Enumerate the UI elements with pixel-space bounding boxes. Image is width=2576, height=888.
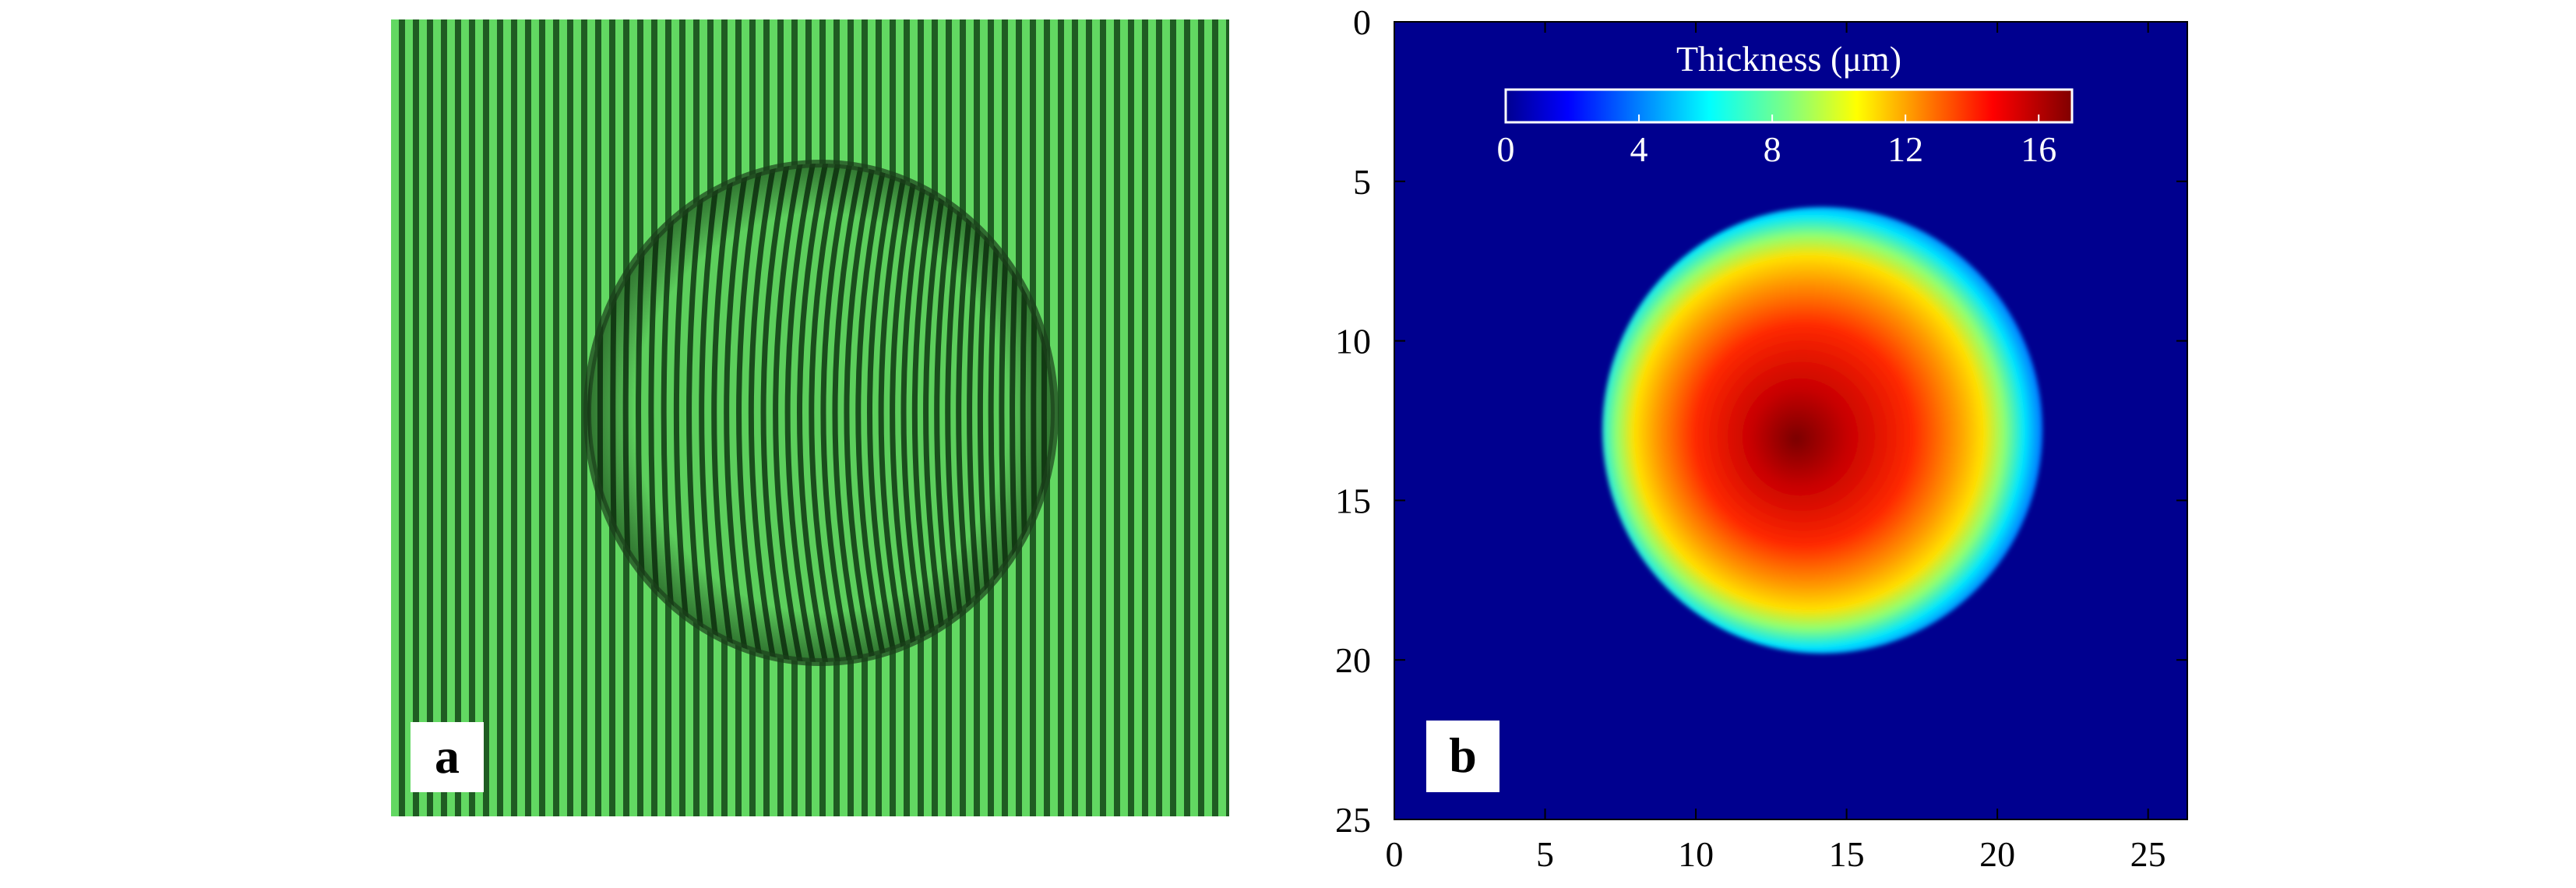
panel-label-a: a <box>411 722 484 792</box>
x-tick-label: 15 <box>1829 834 1865 874</box>
y-tick-label: 20 <box>1335 640 1371 680</box>
interferogram-image: a <box>391 19 1229 816</box>
y-tick-label: 25 <box>1335 800 1371 840</box>
panel-label-b: b <box>1426 721 1499 792</box>
thickness-profile <box>1602 206 2043 654</box>
thickness-heatmap: 0 5 10 15 20 25 0 5 10 15 20 25 Thickness (μm) 0 4 8 12… <box>1335 2 2188 874</box>
plot-frame <box>1394 21 2188 820</box>
x-tick-label: 10 <box>1678 834 1714 874</box>
x-tick-label: 20 <box>1979 834 2015 874</box>
colorbar-title: Thickness (μm) <box>1676 39 1901 79</box>
colorbar <box>1504 88 2074 124</box>
x-tick-label: 5 <box>1536 834 1554 874</box>
colorbar-tick-label: 8 <box>1764 129 1781 169</box>
colorbar-tick-label: 4 <box>1630 129 1648 169</box>
y-tick-label: 10 <box>1335 322 1371 361</box>
x-tick-label: 0 <box>1386 834 1404 874</box>
droplet-edge <box>583 160 1059 666</box>
colorbar-tick-label: 12 <box>1887 129 1923 169</box>
y-tick-label: 0 <box>1353 2 1371 42</box>
colorbar-tick-label: 0 <box>1497 129 1515 169</box>
x-tick-label: 25 <box>2130 834 2166 874</box>
y-tick-label: 15 <box>1335 481 1371 520</box>
y-tick-label: 5 <box>1353 162 1371 202</box>
thickness-heatmap-panel: 0 5 10 15 20 25 0 5 10 15 20 25 Thickness (μm) 0 4 8 12… <box>1262 0 2212 884</box>
colorbar-tick-label: 16 <box>2021 129 2056 169</box>
interferogram-svg <box>391 19 1229 816</box>
